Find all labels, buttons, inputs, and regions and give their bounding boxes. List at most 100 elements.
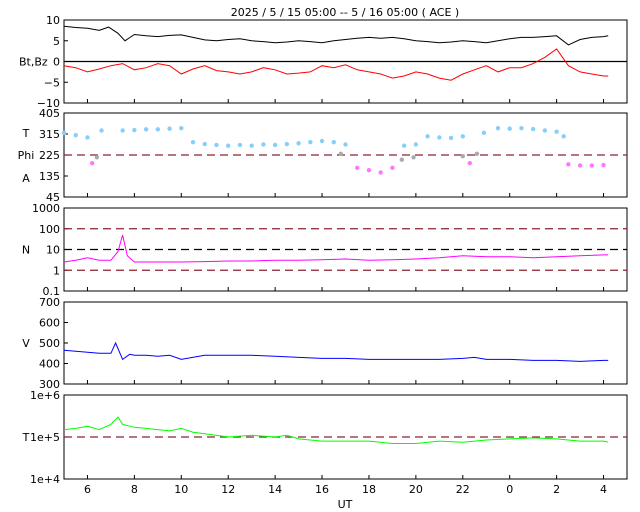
mag-ylabel: Bt,Bz xyxy=(19,56,48,69)
temperature-ytick-label: 1e+4 xyxy=(30,473,60,486)
density-ytick-label: 1 xyxy=(53,264,60,277)
mag-series0-line xyxy=(63,25,609,46)
x-tick-label: 16 xyxy=(315,483,329,496)
phi-series1-point xyxy=(366,167,372,173)
panel-density: 1000 100 10 1 0.1 N xyxy=(22,202,628,298)
phi-series0-point xyxy=(261,142,266,147)
phi-series0-point xyxy=(308,139,313,145)
phi-series0-point xyxy=(249,143,254,148)
phi-series0-point xyxy=(143,127,149,132)
phi-series0-point xyxy=(481,130,487,136)
x-tick-label: 18 xyxy=(362,483,376,496)
phi-series1-point xyxy=(589,163,595,168)
phi-ytick-label: 135 xyxy=(39,170,60,183)
phi-series0-point xyxy=(425,134,430,139)
phi-series0-point xyxy=(237,142,243,148)
density-ytick-label: 100 xyxy=(39,223,60,236)
density-ytick-label: 0.1 xyxy=(43,285,61,298)
mag-ytick-label: −5 xyxy=(44,76,60,89)
x-tick-label: 22 xyxy=(456,483,470,496)
mag-ytick-label: 5 xyxy=(53,35,60,48)
phi-series0-point xyxy=(519,125,524,131)
speed-ytick-label: 700 xyxy=(39,296,60,309)
x-tick-label: 4 xyxy=(600,483,607,496)
phi-series2-point xyxy=(94,155,100,160)
phi-series0-point xyxy=(99,128,104,133)
panel-phi: 405 315 225 135 45 T Phi A xyxy=(18,107,628,204)
speed-ytick-label: 500 xyxy=(39,337,60,350)
x-tick-label: 12 xyxy=(221,483,235,496)
mag-series1-line xyxy=(63,48,609,81)
speed-ytick-label: 300 xyxy=(39,378,60,391)
phi-series0-point xyxy=(460,134,465,139)
phi-series0-point xyxy=(437,135,442,140)
x-tick-label: 20 xyxy=(409,483,423,496)
temperature-ylabel: T xyxy=(22,431,30,444)
phi-series0-point xyxy=(495,125,501,131)
panel-speed: 700 600 500 400 300 V xyxy=(22,296,628,391)
phi-series1-point xyxy=(566,162,571,167)
phi-series2-point xyxy=(338,151,344,157)
density-series0-line xyxy=(63,234,609,263)
density-ytick-label: 1000 xyxy=(32,202,60,215)
phi-series1-point xyxy=(378,170,383,175)
phi-series0-point xyxy=(61,130,67,136)
phi-series0-point xyxy=(530,126,536,132)
phi-series0-point xyxy=(73,132,78,138)
phi-series0-point xyxy=(507,126,512,131)
density-ytick-label: 10 xyxy=(46,244,60,257)
phi-series0-point xyxy=(296,141,301,146)
phi-series0-point xyxy=(561,134,566,139)
phi-series0-point xyxy=(448,135,454,141)
phi-series0-point xyxy=(554,129,559,134)
phi-series0-point xyxy=(226,143,231,148)
phi-ylabel-t: T xyxy=(22,127,30,140)
phi-series0-point xyxy=(202,141,207,147)
speed-ylabel: V xyxy=(22,337,30,350)
phi-series1-point xyxy=(467,160,473,166)
mag-ytick-label: −10 xyxy=(37,97,60,110)
phi-series1-point xyxy=(89,160,95,166)
temperature-ytick-label: 1e+6 xyxy=(30,389,60,402)
speed-ytick-label: 600 xyxy=(39,317,60,330)
x-tick-label: 0 xyxy=(506,483,513,496)
speed-frame xyxy=(63,301,628,385)
phi-ytick-label: 405 xyxy=(39,107,60,120)
phi-series0-point xyxy=(284,141,290,147)
phi-series0-point xyxy=(179,125,184,131)
phi-ylabel-a: A xyxy=(22,172,30,185)
mag-ytick-label: 0 xyxy=(53,56,60,69)
phi-series2-point xyxy=(460,153,465,159)
phi-ytick-label: 225 xyxy=(39,149,60,162)
phi-series0-point xyxy=(413,142,419,147)
phi-series0-point xyxy=(343,142,348,147)
density-ylabel: N xyxy=(22,244,30,257)
panels: 1050−5−10Bt,Bz40531522513545TPhiA1000100… xyxy=(18,14,628,486)
speed-series0-line xyxy=(63,341,609,362)
speed-ytick-label: 400 xyxy=(39,358,60,371)
phi-series0-point xyxy=(401,143,407,148)
phi-series1-point xyxy=(390,165,395,171)
temperature-series0-line xyxy=(63,416,609,444)
x-tick-label: 10 xyxy=(174,483,188,496)
phi-series0-point xyxy=(155,127,161,132)
phi-series0-point xyxy=(167,126,172,131)
panel-mag: 10 5 0 −5 −10 Bt,Bz xyxy=(19,14,628,110)
phi-series0-point xyxy=(190,139,196,145)
x-axis-ticks: 6 8 10 12 14 16 18 20 22 0 2 4 xyxy=(84,483,607,496)
phi-series2-point xyxy=(474,151,480,157)
phi-ytick-label: 45 xyxy=(46,191,60,204)
phi-ytick-label: 315 xyxy=(39,128,60,141)
x-tick-label: 6 xyxy=(84,483,91,496)
phi-ylabel-phi: Phi xyxy=(18,149,35,162)
phi-series2-point xyxy=(399,157,404,162)
x-tick-label: 14 xyxy=(268,483,282,496)
x-tick-label: 2 xyxy=(553,483,560,496)
phi-series0-point xyxy=(542,128,548,133)
chart-title: 2025 / 5 / 15 05:00 -- 5 / 16 05:00 ( AC… xyxy=(231,6,459,19)
phi-series0-point xyxy=(331,139,336,145)
phi-series1-point xyxy=(577,163,583,168)
phi-series0-point xyxy=(272,142,278,148)
phi-series0-point xyxy=(85,135,90,140)
